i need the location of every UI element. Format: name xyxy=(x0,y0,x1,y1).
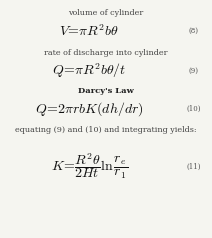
Text: Darcy's Law: Darcy's Law xyxy=(78,87,134,95)
Text: $V\!=\!\pi R^{2}b\theta$: $V\!=\!\pi R^{2}b\theta$ xyxy=(59,23,119,39)
Text: (10): (10) xyxy=(187,105,201,113)
Text: $Q\!=\!2\pi r b K(dh/dr)$: $Q\!=\!2\pi r b K(dh/dr)$ xyxy=(35,100,143,118)
Text: volume of cylinder: volume of cylinder xyxy=(68,9,144,17)
Text: $Q\!=\!\pi R^{2}b\theta / t$: $Q\!=\!\pi R^{2}b\theta / t$ xyxy=(52,61,126,80)
Text: (8): (8) xyxy=(189,27,199,35)
Text: rate of discharge into cylinder: rate of discharge into cylinder xyxy=(44,49,168,57)
Text: (11): (11) xyxy=(187,163,201,171)
Text: (9): (9) xyxy=(189,67,199,75)
Text: $K\!=\!\dfrac{R^{2}\theta}{2Ht}\ln\dfrac{r_e}{r_1}$: $K\!=\!\dfrac{R^{2}\theta}{2Ht}\ln\dfrac… xyxy=(50,152,128,181)
Text: equating (9) and (10) and integrating yields:: equating (9) and (10) and integrating yi… xyxy=(15,126,197,134)
